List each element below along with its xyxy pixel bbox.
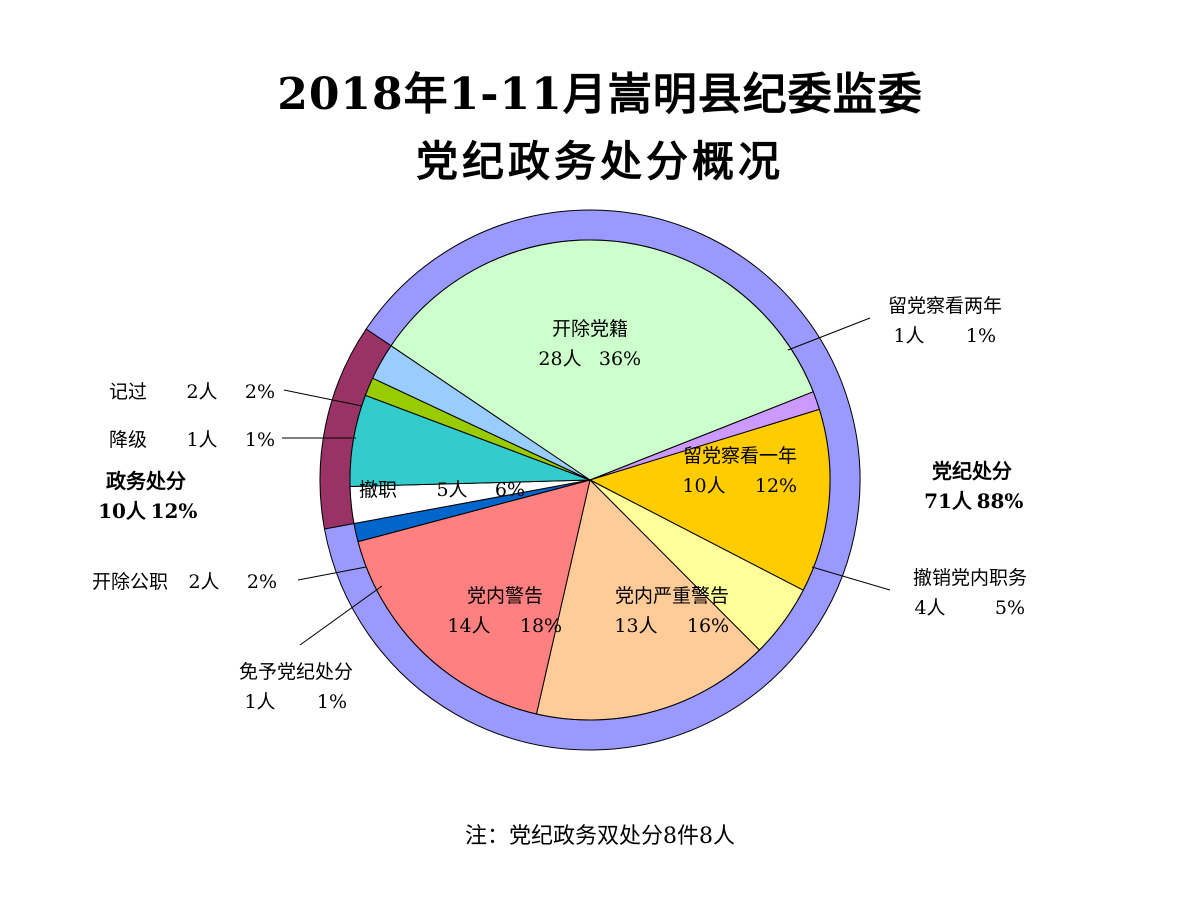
slice-name: 开除公职 xyxy=(92,571,168,593)
slice-percent: 1% xyxy=(966,325,996,347)
group-percent: 88% xyxy=(977,489,1024,513)
slice-percent: 1% xyxy=(245,429,275,451)
slice-percent: 12% xyxy=(755,475,797,497)
slice-count: 10人 xyxy=(682,475,725,497)
pie-slice xyxy=(372,345,591,481)
group-name: 党纪处分 xyxy=(932,459,1012,483)
leader-line xyxy=(283,389,363,407)
slice-name: 免予党纪处分 xyxy=(239,661,353,683)
slice-name: 留党察看一年 xyxy=(683,445,797,467)
slice-name: 降级 xyxy=(109,429,147,451)
pie-slice xyxy=(390,239,814,481)
slice-count: 28人 xyxy=(538,348,581,370)
slice-count: 14人 xyxy=(447,615,490,637)
pie-slice xyxy=(588,408,831,591)
slice-count: 2人 xyxy=(186,381,217,403)
slice-name: 记过 xyxy=(109,381,147,403)
slice-name: 撤职 xyxy=(359,479,397,501)
slice-name: 党内严重警告 xyxy=(615,585,729,607)
slice-percent: 2% xyxy=(245,381,275,403)
leader-lines xyxy=(282,317,891,646)
pie-slice xyxy=(535,479,761,721)
chart-subtitle: 党纪政务处分概况 xyxy=(415,137,784,186)
slice-percent: 1% xyxy=(317,691,347,713)
chart-title: 2018年1-11月嵩明县纪委监委 xyxy=(277,69,923,120)
slice-percent: 36% xyxy=(599,348,641,370)
slice-percent: 2% xyxy=(247,571,277,593)
inner-pie xyxy=(349,239,831,721)
leader-line xyxy=(299,585,383,646)
group-percent: 12% xyxy=(151,499,198,523)
slice-percent: 16% xyxy=(687,615,729,637)
slice-count: 1人 xyxy=(186,429,217,451)
slice-name: 撤销党内职务 xyxy=(913,567,1027,589)
footnote: 注：党纪政务双处分8件8人 xyxy=(465,824,735,849)
slice-name: 留党察看两年 xyxy=(888,295,1002,317)
leader-line xyxy=(811,566,891,591)
slice-percent: 5% xyxy=(995,597,1025,619)
group-name: 政务处分 xyxy=(106,469,186,493)
slice-percent: 6% xyxy=(495,479,525,501)
slice-name: 党内警告 xyxy=(467,585,543,607)
group-count: 71人 xyxy=(924,489,973,513)
slice-name: 开除党籍 xyxy=(552,318,628,340)
slice-count: 1人 xyxy=(893,325,924,347)
pie-slice xyxy=(357,479,591,715)
slice-count: 4人 xyxy=(914,597,945,619)
slice-count: 2人 xyxy=(188,571,219,593)
leader-line xyxy=(787,317,871,351)
slice-count: 1人 xyxy=(244,691,275,713)
slice-count: 13人 xyxy=(614,615,657,637)
leader-line xyxy=(297,566,367,581)
slice-count: 5人 xyxy=(436,479,467,501)
slice-percent: 18% xyxy=(520,615,562,637)
group-count: 10人 xyxy=(98,499,147,523)
